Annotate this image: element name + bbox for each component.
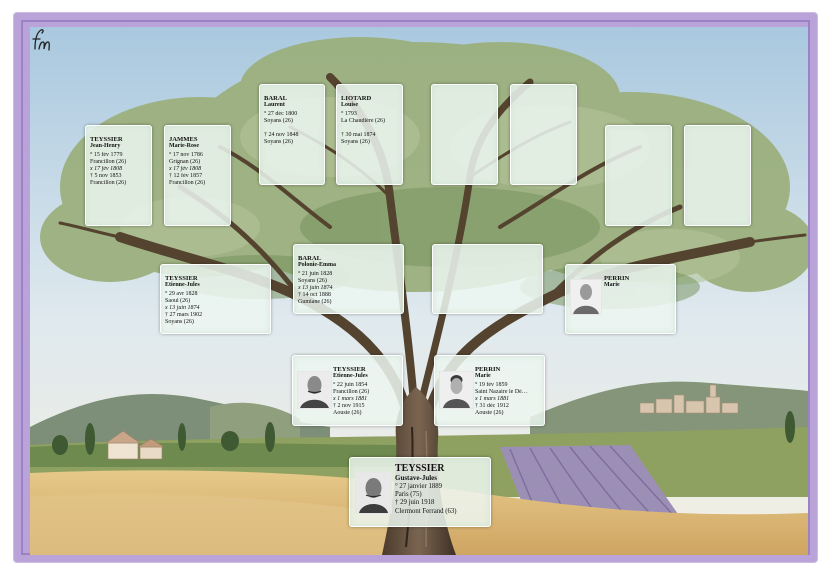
life-event-line: † 14 oct 1888	[298, 292, 331, 298]
life-event-line: † 31 déc 1912	[475, 403, 509, 409]
life-event-line: † 30 mai 1874	[341, 132, 376, 138]
life-event-line: Grignan (26)	[169, 159, 201, 165]
life-event-line: Soyans (26)	[264, 118, 293, 124]
given-names: Laurent	[264, 102, 285, 108]
life-event-line: † 2 nov 1915	[333, 403, 365, 409]
life-event-line: x 1 mars 1881	[333, 396, 368, 402]
person-card-great-grandfather-1[interactable]: TEYSSIER Jean-Henry ° 15 fév 1779 Francil…	[85, 125, 152, 226]
life-event-line: Paris (75)	[395, 491, 422, 499]
person-card-mother[interactable]: PERRIN Marie ° 19 fév 1859 Saint Nazaire …	[434, 355, 545, 426]
life-event-line: x 13 juin 1874	[298, 285, 333, 291]
person-card-great-grandmother-2[interactable]: LIOTARD Louise ° 1793 La Chaudière (26) † …	[336, 84, 403, 185]
person-card-empty-8[interactable]	[684, 125, 751, 226]
person-card-empty-7[interactable]	[605, 125, 672, 226]
life-event-line	[264, 125, 322, 132]
life-event-line: Saint Nazaire le Dé…	[475, 389, 528, 395]
life-event-line: Soyans (26)	[264, 139, 293, 145]
life-event-line: † 5 nov 1853	[90, 173, 122, 179]
surname: TEYSSIER	[90, 136, 123, 143]
life-event-line: ° 27 janvier 1889	[395, 483, 443, 490]
life-event-line: † 24 nov 1848	[264, 132, 299, 138]
surname: BARAL	[298, 255, 322, 262]
surname: LIOTARD	[341, 95, 372, 102]
life-event-line: ° 17 nov 1786	[169, 152, 203, 158]
life-event-line: Soyans (26)	[165, 319, 194, 325]
surname: PERRIN	[604, 275, 630, 282]
life-event-line: ° 27 déc 1800	[264, 111, 298, 117]
life-event-line: Gumiane (26)	[298, 299, 332, 305]
given-names: Marie	[475, 373, 491, 379]
village-houses	[639, 384, 739, 414]
given-names: Gustave-Jules	[395, 474, 437, 482]
life-event-line	[341, 125, 400, 132]
given-names: Etienne-Jules	[165, 282, 200, 288]
person-card-paternal-grandfather[interactable]: TEYSSIER Etienne-Jules ° 29 avr 1828 Saou…	[160, 264, 271, 334]
surname: TEYSSIER	[333, 366, 366, 373]
life-event-line: Soyans (26)	[298, 278, 327, 284]
life-event-line: † 29 juin 1918	[395, 499, 435, 507]
svg-text:fm: fm	[30, 27, 31, 28]
person-card-empty-5[interactable]	[431, 84, 498, 185]
given-names: Louise	[341, 102, 359, 108]
life-event-line: ° 1793	[341, 111, 357, 117]
life-event-line: Aouste (26)	[475, 410, 504, 416]
life-event-line: Saoul (26)	[165, 298, 191, 304]
life-event-line: x 1 mars 1881	[475, 396, 510, 402]
person-card-paternal-grandmother[interactable]: BARAL Polonie-Emma ° 21 juin 1828 Soyans …	[293, 244, 404, 314]
portrait-photo	[570, 279, 602, 315]
life-event-line: Clermont Ferrand (63)	[395, 507, 457, 515]
surname: TEYSSIER	[165, 275, 198, 282]
portrait-photo	[297, 371, 332, 409]
given-names: Etienne-Jules	[333, 373, 368, 379]
life-event-line: Soyans (26)	[341, 139, 370, 145]
life-event-line: ° 21 juin 1828	[298, 271, 333, 277]
artist-signature: fm	[30, 27, 50, 51]
life-event-line: Francillon (26)	[90, 159, 127, 165]
life-event-line: x 17 fév 1808	[169, 166, 202, 172]
given-names: Jean-Henry	[90, 143, 121, 149]
person-card-root[interactable]: TEYSSIER Gustave-Jules ° 27 janvier 1889…	[349, 457, 491, 527]
life-event-line: Francillon (26)	[169, 180, 206, 186]
person-card-empty-6[interactable]	[510, 84, 577, 185]
portrait-photo	[439, 371, 474, 409]
person-card-father[interactable]: TEYSSIER Etienne-Jules ° 22 juin 1854 Fra…	[292, 355, 403, 426]
person-card-great-grandfather-2[interactable]: BARAL Laurent ° 27 déc 1800 Soyans (26) † …	[259, 84, 325, 185]
life-event-line: ° 22 juin 1854	[333, 382, 368, 388]
farmhouse	[105, 430, 166, 460]
life-event-line: x 17 fév 1808	[90, 166, 123, 172]
life-event-line: ° 15 fév 1779	[90, 152, 123, 158]
life-event-line: † 27 mars 1902	[165, 312, 203, 318]
life-event-line: † 12 fév 1857	[169, 173, 203, 179]
person-card-maternal-grandmother[interactable]: PERRIN Marie	[565, 264, 676, 334]
life-event-line: x 13 juin 1874	[165, 305, 200, 311]
surname: BARAL	[264, 95, 288, 102]
given-names: Marie-Rose	[169, 143, 199, 149]
life-event-line: ° 19 fév 1859	[475, 382, 508, 388]
life-event-line: Francillon (26)	[90, 180, 127, 186]
life-event-line: La Chaudière (26)	[341, 118, 385, 124]
tree-scene: TEYSSIER Gustave-Jules ° 27 janvier 1889…	[30, 27, 808, 555]
portrait-photo	[355, 472, 392, 514]
surname: PERRIN	[475, 366, 501, 373]
surname: JAMMES	[169, 136, 198, 143]
life-event-line: ° 29 avr 1828	[165, 291, 198, 297]
person-card-great-grandmother-1[interactable]: JAMMES Marie-Rose ° 17 nov 1786 Grignan (…	[164, 125, 231, 226]
life-event-line: Aouste (26)	[333, 410, 362, 416]
given-names: Marie	[604, 282, 620, 288]
given-names: Polonie-Emma	[298, 262, 336, 268]
life-event-line: Francillon (26)	[333, 389, 370, 395]
person-card-maternal-grandfather-empty[interactable]	[432, 244, 543, 314]
surname: TEYSSIER	[395, 463, 445, 474]
